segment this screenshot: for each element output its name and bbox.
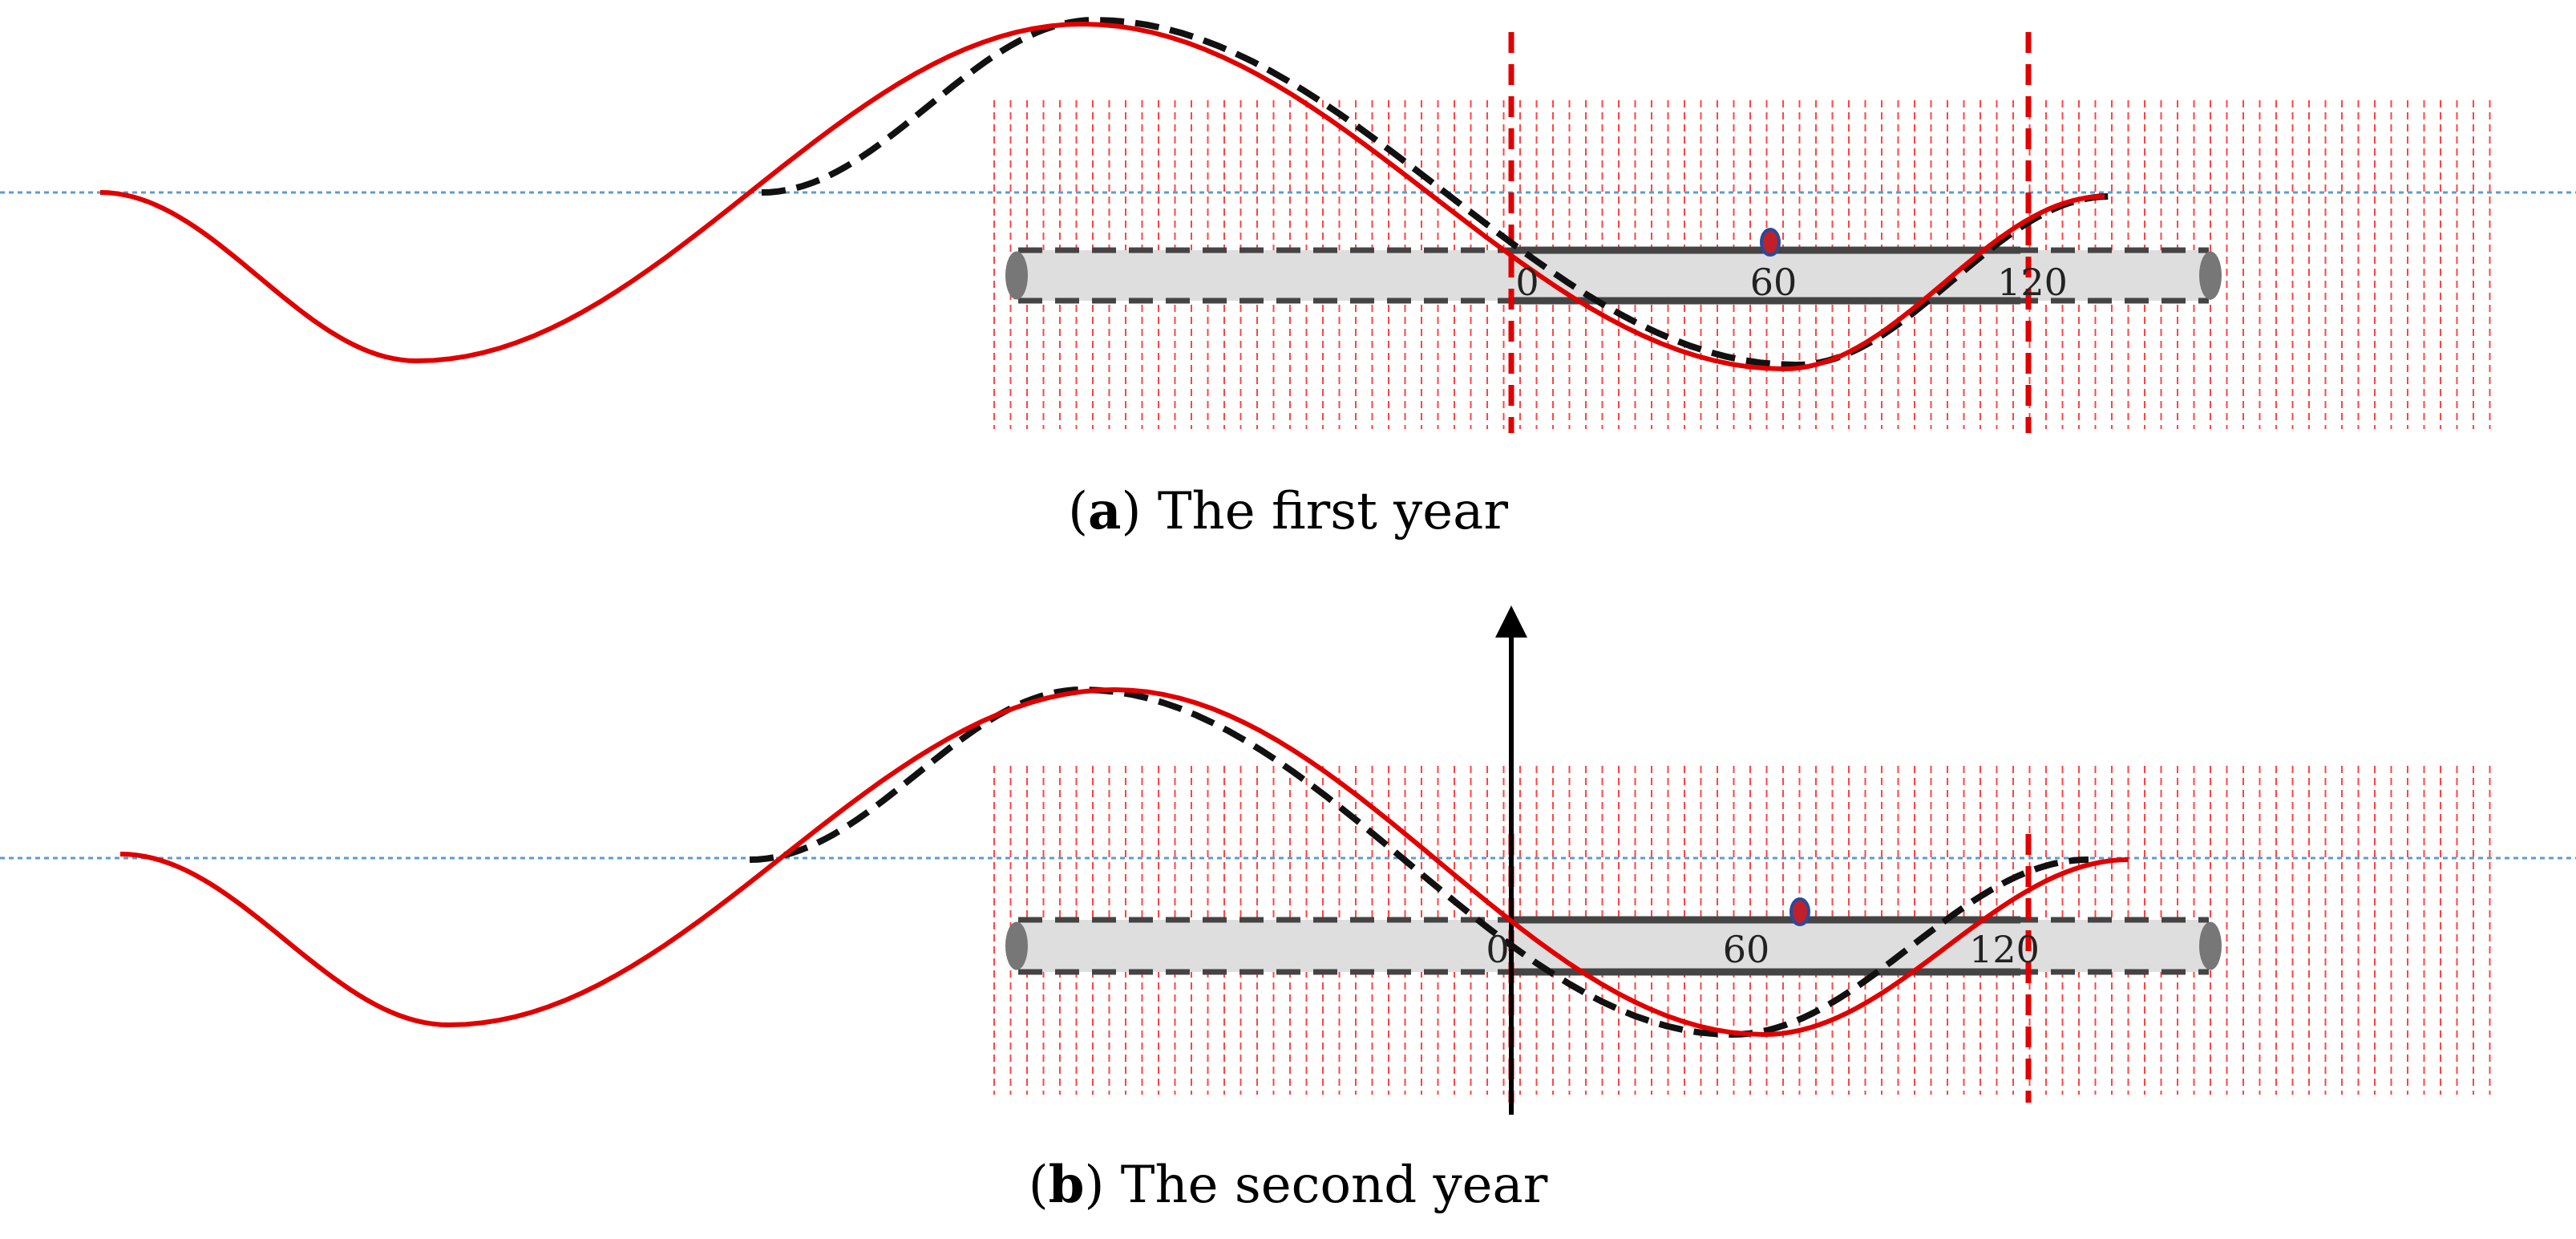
scale-label-0: 0: [1515, 261, 1539, 304]
band-left-cap: [1005, 251, 1028, 300]
caption-b: (b) The second year: [1028, 1155, 1548, 1215]
caption-a-letter: a: [1088, 481, 1122, 541]
caption-b-text: The second year: [1104, 1156, 1548, 1215]
arrow-head-icon: [1495, 605, 1527, 638]
scale-label-120: 120: [1969, 928, 2040, 971]
panel-a: 0 60 120: [0, 16, 2576, 433]
band-fill: [1018, 920, 2209, 972]
hatch-lines: [993, 766, 2491, 1095]
band-left-cap: [1005, 921, 1028, 970]
caption-b-letter: b: [1048, 1155, 1085, 1215]
panel-b: 0 60 120: [0, 605, 2576, 1115]
scale-label-120: 120: [1997, 261, 2068, 304]
scale-label-60: 60: [1723, 928, 1770, 971]
dashed-curve: [761, 16, 2109, 369]
band-fill: [1018, 250, 2209, 301]
band-right-cap: [2199, 251, 2222, 300]
hatch-lines: [993, 100, 2491, 429]
solid-curve: [119, 686, 2129, 1038]
midpoint-dot: [1760, 228, 1781, 257]
dashed-curve: [749, 686, 2089, 1039]
scale-label-0: 0: [1486, 928, 1509, 971]
scale-label-60: 60: [1750, 261, 1798, 304]
caption-a: (a) The first year: [1068, 481, 1508, 541]
band-right-cap: [2199, 921, 2222, 970]
midpoint-dot: [1789, 897, 1810, 926]
solid-curve: [99, 21, 2105, 372]
caption-a-text: The first year: [1141, 482, 1508, 541]
